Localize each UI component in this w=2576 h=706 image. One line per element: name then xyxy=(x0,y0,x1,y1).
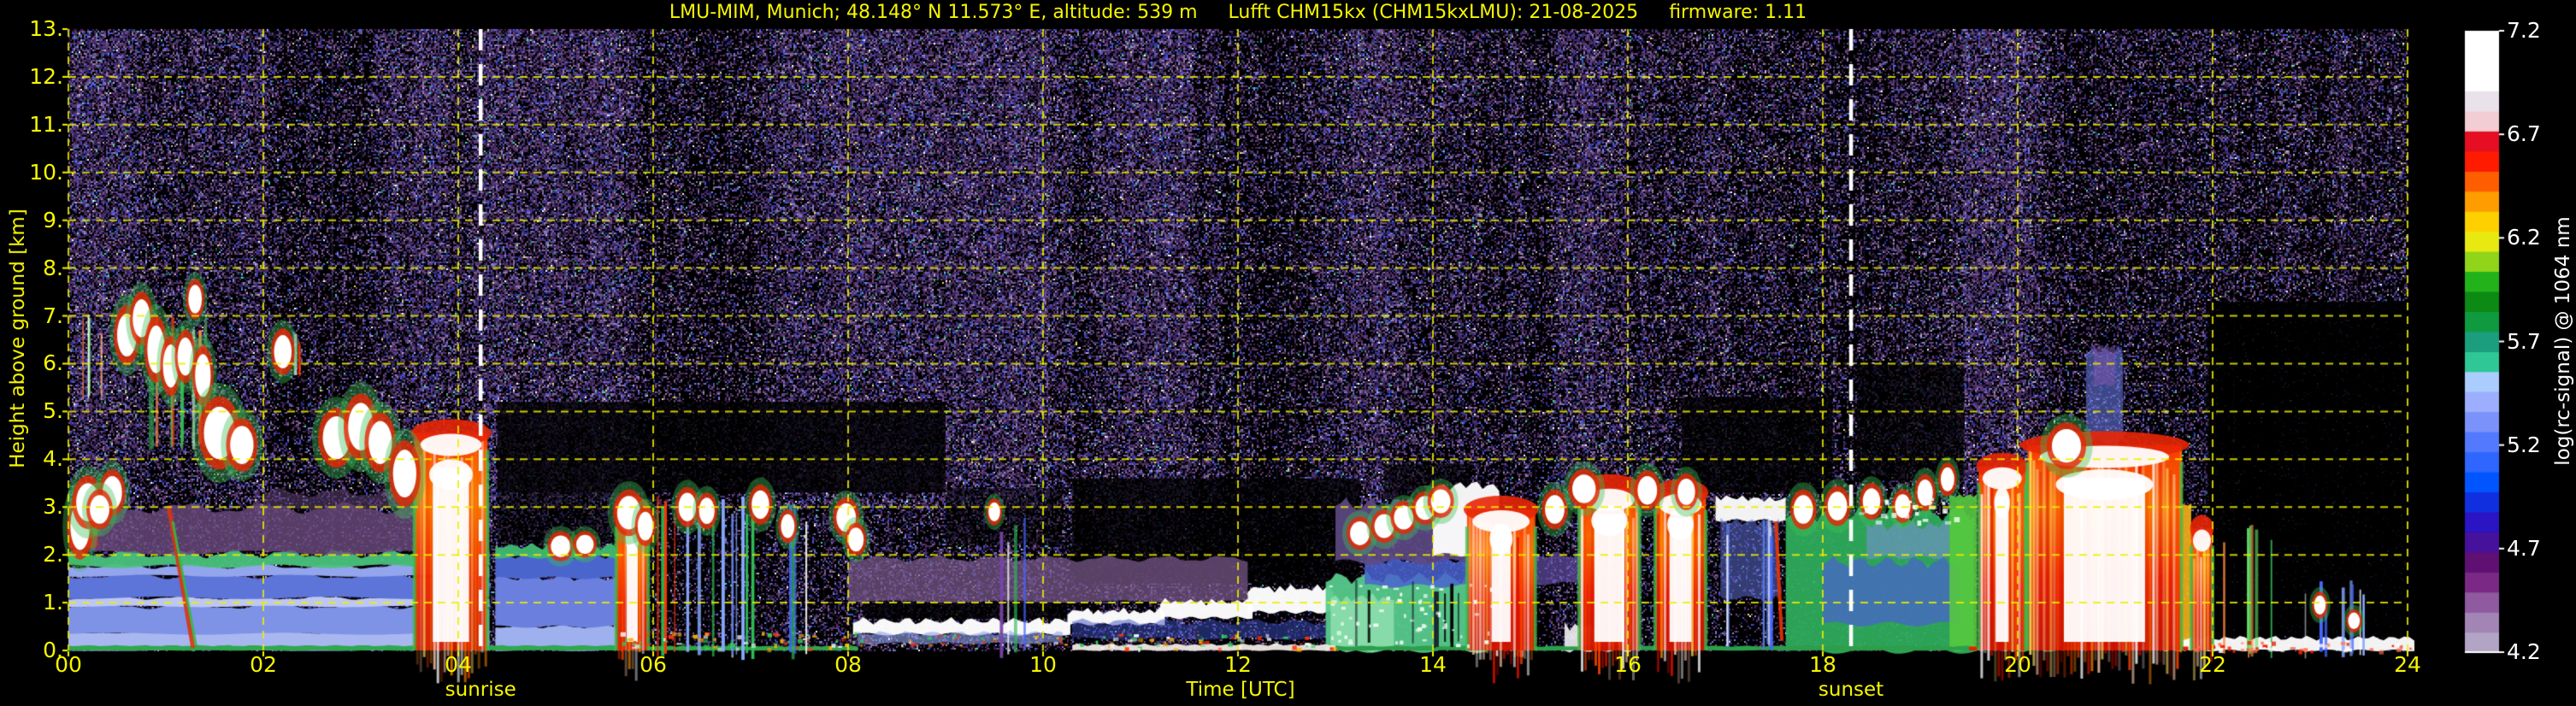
x-tick-label: 02 xyxy=(250,652,277,677)
colorbar-tick-label: 5.2 xyxy=(2507,432,2541,457)
y-tick-label: 11. xyxy=(29,111,63,137)
firmware-title: firmware: 1.11 xyxy=(1669,2,1807,23)
x-tick-label: 24 xyxy=(2394,652,2421,677)
x-tick-label: 00 xyxy=(55,652,82,677)
colorbar-tick-label: 7.2 xyxy=(2507,18,2541,43)
x-tick-label: 04 xyxy=(445,652,472,677)
y-tick-label: 6. xyxy=(43,350,63,376)
y-tick-label: 3. xyxy=(43,494,63,520)
y-tick-label: 4. xyxy=(43,446,63,472)
x-tick-label: 14 xyxy=(1419,652,1447,677)
y-tick-label: 10. xyxy=(29,159,63,185)
sunset-label: sunset xyxy=(1818,679,1884,701)
station-title: LMU-MIM, Munich; 48.148° N 11.573° E, al… xyxy=(669,2,1198,23)
y-tick-label: 9. xyxy=(43,207,63,232)
x-tick-label: 12 xyxy=(1224,652,1252,677)
sunrise-label: sunrise xyxy=(445,679,516,701)
y-tick-label: 2. xyxy=(43,542,63,568)
y-axis-label: Height above ground [km] xyxy=(7,209,29,468)
y-tick-label: 0. xyxy=(43,638,63,662)
x-tick-label: 18 xyxy=(1809,652,1836,677)
y-tick-label: 12. xyxy=(29,63,63,89)
x-axis-label: Time [UTC] xyxy=(1186,679,1295,701)
y-tick-label: 7. xyxy=(43,303,63,328)
x-tick-label: 10 xyxy=(1029,652,1057,677)
y-tick-label: 8. xyxy=(43,255,63,280)
x-tick-label: 22 xyxy=(2199,652,2226,677)
y-tick-label: 5. xyxy=(43,398,63,424)
y-tick-label: 13. xyxy=(29,16,63,41)
x-tick-label: 16 xyxy=(1614,652,1642,677)
x-tick-label: 08 xyxy=(834,652,862,677)
colorbar-tick-label: 6.2 xyxy=(2507,225,2541,250)
device-title: Lufft CHM15kx (CHM15kxLMU): 21-08-2025 xyxy=(1228,2,1639,23)
x-tick-label: 20 xyxy=(2004,652,2031,677)
colorbar-tick-label: 4.7 xyxy=(2507,535,2541,561)
colorbar-tick-label: 6.7 xyxy=(2507,121,2541,147)
colorbar-tick-label: 4.2 xyxy=(2507,639,2541,664)
plot-title: LMU-MIM, Munich; 48.148° N 11.573° E, al… xyxy=(68,2,2408,23)
x-tick-label: 06 xyxy=(640,652,667,677)
y-tick-label: 1. xyxy=(43,590,63,615)
colorbar-tick-label: 5.7 xyxy=(2507,328,2541,354)
